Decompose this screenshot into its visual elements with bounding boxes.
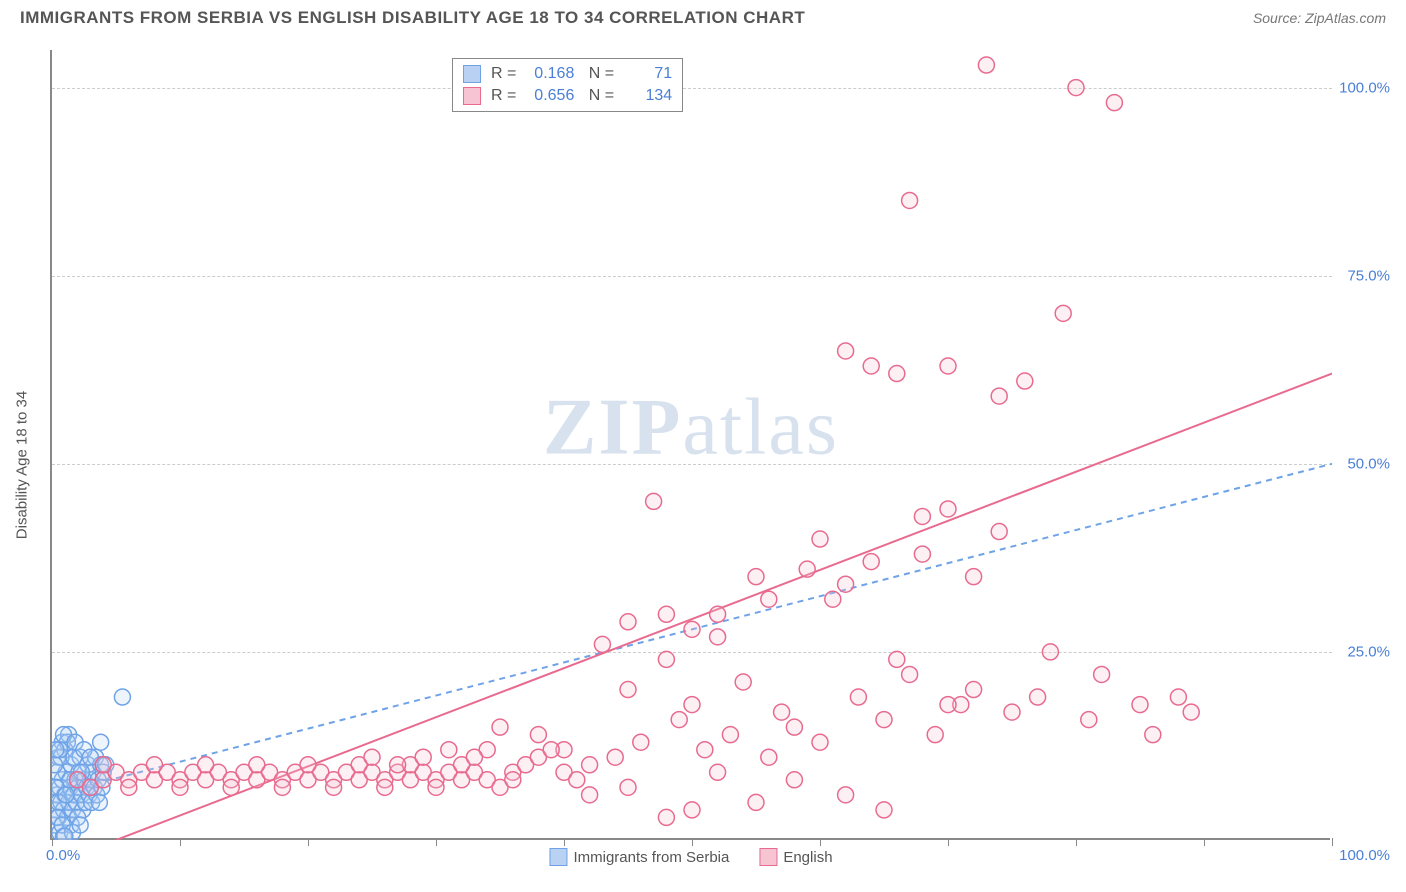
y-axis-label: Disability Age 18 to 34 [14, 391, 31, 539]
n-value-english: 134 [620, 87, 672, 105]
chart-title: IMMIGRANTS FROM SERBIA VS ENGLISH DISABI… [20, 8, 805, 28]
stats-row-english: R = 0.656 N = 134 [463, 85, 672, 107]
plot-area: ZIPatlas 25.0%50.0%75.0%100.0% R = 0.168… [50, 50, 1330, 840]
stats-row-serbia: R = 0.168 N = 71 [463, 63, 672, 85]
legend-swatch-english [759, 848, 777, 866]
swatch-serbia [463, 65, 481, 83]
correlation-stats-box: R = 0.168 N = 71 R = 0.656 N = 134 [452, 58, 683, 112]
y-tick-label: 100.0% [1335, 79, 1390, 96]
y-tick-label: 50.0% [1335, 455, 1390, 472]
n-value-serbia: 71 [620, 65, 672, 83]
chart-container: Disability Age 18 to 34 ZIPatlas 25.0%50… [50, 50, 1386, 880]
swatch-english [463, 87, 481, 105]
legend-item-english: English [759, 848, 832, 866]
y-tick-label: 25.0% [1335, 643, 1390, 660]
source-attribution: Source: ZipAtlas.com [1253, 10, 1386, 26]
x-tick-label-min: 0.0% [46, 847, 80, 864]
scatter-svg [52, 50, 1332, 840]
r-value-serbia: 0.168 [522, 65, 574, 83]
legend-label-english: English [783, 849, 832, 866]
y-tick-label: 75.0% [1335, 267, 1390, 284]
legend-swatch-serbia [549, 848, 567, 866]
x-tick-label-max: 100.0% [1339, 847, 1390, 864]
r-value-english: 0.656 [522, 87, 574, 105]
legend-label-serbia: Immigrants from Serbia [573, 849, 729, 866]
bottom-legend: Immigrants from Serbia English [549, 848, 832, 866]
legend-item-serbia: Immigrants from Serbia [549, 848, 729, 866]
chart-header: IMMIGRANTS FROM SERBIA VS ENGLISH DISABI… [0, 0, 1406, 32]
